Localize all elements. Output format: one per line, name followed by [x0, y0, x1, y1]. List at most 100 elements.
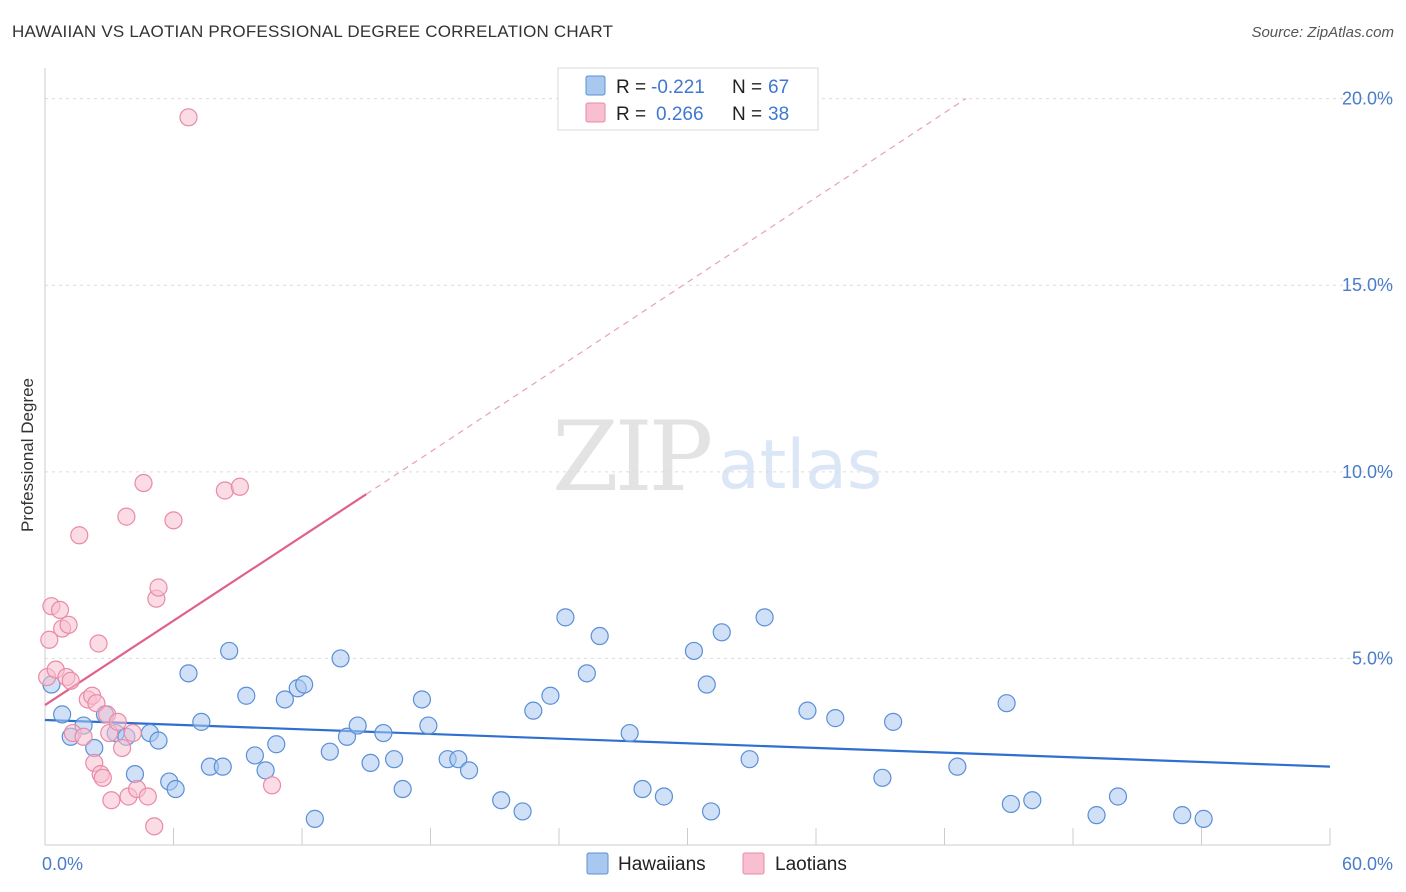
legend-n-label: N = — [732, 104, 762, 125]
hawaiian-point — [1023, 791, 1042, 810]
hawaiian-point — [556, 608, 575, 627]
laotian-point — [145, 817, 164, 836]
laotian-point — [149, 578, 168, 597]
hawaiian-point — [237, 686, 256, 705]
y-tick-label: 10.0% — [1342, 462, 1393, 482]
laotian-point — [102, 791, 121, 810]
hawaiian-point — [348, 716, 367, 735]
laotian-point — [70, 526, 89, 545]
laotian-point — [262, 776, 282, 795]
hawaiian-point — [245, 746, 264, 765]
hawaiian-point — [513, 802, 532, 821]
hawaiian-point — [305, 809, 324, 828]
y-tick-label: 20.0% — [1342, 89, 1393, 109]
legend-n-label: N = — [732, 77, 762, 98]
hawaiian-point — [459, 761, 479, 780]
hawaiian-point — [192, 712, 211, 731]
hawaiian-point — [267, 735, 286, 754]
laotian-point — [108, 712, 127, 731]
hawaiian-point — [883, 712, 903, 731]
hawaiian-point — [948, 757, 967, 776]
axes — [44, 68, 1331, 846]
legend-swatch-laotians — [585, 102, 606, 123]
hawaiian-point — [412, 690, 432, 709]
hawaiian-point — [712, 623, 731, 642]
laotian-point — [134, 473, 153, 493]
hawaiian-point — [384, 750, 404, 769]
laotian-point — [61, 671, 80, 690]
hawaiian-point — [331, 649, 350, 668]
legend-n-value: 38 — [768, 104, 789, 125]
series-legend-laotians: Laotians — [775, 854, 847, 875]
hawaiian-point — [275, 690, 294, 709]
hawaiian-point — [997, 694, 1016, 713]
y-axis-title: Professional Degree — [18, 378, 37, 532]
hawaiian-point — [220, 641, 239, 661]
correlation-legend: R = -0.221 N = 67 R = 0.266 N = 38 — [557, 67, 819, 131]
hawaiian-point — [320, 742, 339, 761]
series-legend: Hawaiians Laotians — [586, 852, 847, 875]
hawaiian-point — [166, 779, 185, 799]
hawaiian-point — [740, 750, 759, 769]
hawaiian-point — [125, 764, 145, 784]
hawaiian-point — [701, 802, 721, 821]
legend-n-value: 67 — [768, 77, 789, 98]
laotian-point — [179, 108, 198, 127]
y-tick-label: 15.0% — [1342, 275, 1393, 295]
x-tick-label: 60.0% — [1342, 854, 1393, 874]
laotian-trend-line — [44, 493, 367, 706]
hawaiian-point — [53, 705, 72, 724]
laotian-point — [50, 600, 70, 620]
hawaiian-point — [1173, 806, 1192, 825]
hawaiian-point — [620, 723, 639, 743]
laotian-point — [40, 630, 59, 649]
hawaiian-point — [337, 727, 357, 746]
legend-r-value: 0.266 — [656, 104, 704, 125]
data-points — [38, 108, 1213, 836]
laotian-point — [215, 481, 234, 500]
laotian-point — [230, 477, 249, 496]
hawaiian-point — [524, 701, 543, 720]
x-tick-label: 0.0% — [42, 854, 83, 874]
hawaiian-point — [179, 664, 198, 683]
laotian-trend-extension — [365, 98, 967, 495]
hawaiian-point — [755, 608, 774, 627]
hawaiian-point — [826, 709, 845, 728]
hawaiian-point — [419, 716, 438, 735]
y-tick-label: 5.0% — [1352, 648, 1393, 668]
hawaiian-point — [873, 768, 892, 787]
hawaiian-point — [577, 664, 596, 683]
legend-r-value: -0.221 — [651, 77, 705, 98]
legend-r-label: R = — [616, 104, 646, 125]
hawaiian-point — [654, 787, 674, 806]
laotian-point — [89, 634, 108, 653]
hawaiian-point — [684, 641, 704, 661]
legend-swatch-hawaiians — [585, 75, 606, 96]
trend-lines — [44, 98, 1331, 768]
hawaiian-point — [1087, 806, 1106, 825]
laotian-point — [164, 511, 183, 530]
hawaiian-point — [213, 757, 232, 776]
tick-labels: 5.0% 10.0% 15.0% 20.0% 0.0% 60.0% — [42, 89, 1393, 874]
watermark-atlas: atlas — [718, 426, 882, 505]
hawaiian-point — [697, 675, 716, 694]
series-legend-swatch-laotians — [742, 852, 765, 875]
series-legend-swatch-hawaiians — [586, 852, 609, 875]
source-label: Source: ZipAtlas.com — [1251, 24, 1394, 41]
hawaiian-point — [1001, 794, 1020, 814]
laotian-point — [59, 615, 78, 634]
hawaiian-point — [449, 750, 468, 769]
laotian-point — [74, 727, 93, 746]
hawaiian-point — [149, 731, 168, 750]
laotian-point — [87, 694, 106, 713]
chart-title: HAWAIIAN VS LAOTIAN PROFESSIONAL DEGREE … — [12, 22, 614, 41]
laotian-point — [93, 768, 112, 787]
laotian-point — [138, 787, 157, 806]
hawaiian-point — [374, 723, 393, 743]
hawaiian-point — [295, 675, 314, 694]
hawaiian-point — [1108, 787, 1128, 806]
hawaiian-point — [590, 626, 609, 646]
laotian-point — [123, 723, 142, 743]
hawaiian-trend-line — [44, 718, 1331, 768]
